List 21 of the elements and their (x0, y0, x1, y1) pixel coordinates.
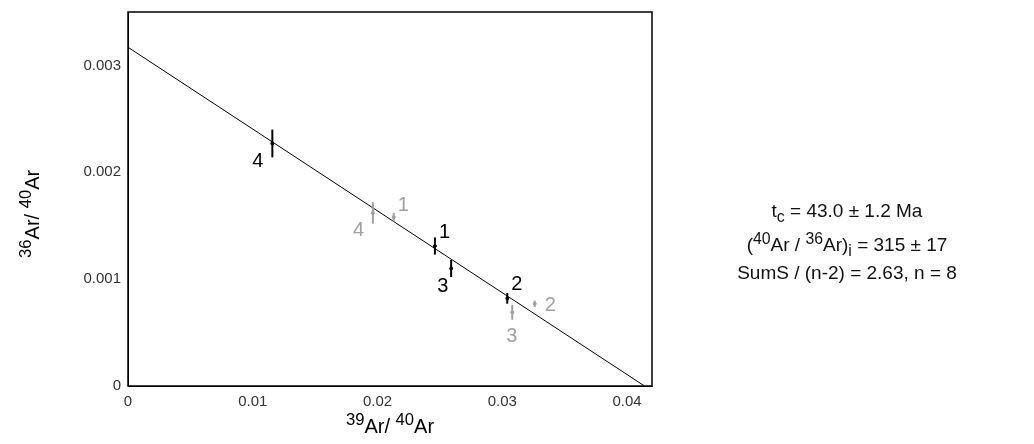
annotation: 2 (544, 293, 556, 316)
text: t$_{c}$ = 43.0 ± 1.2 Ma (770, 200, 924, 227)
annotation: 3 (437, 273, 449, 296)
y-tick-label: 0.002 (83, 162, 121, 180)
annotation: 4 (352, 218, 365, 241)
annotation: 4 (252, 148, 264, 171)
x-tick-label: 0.02 (362, 392, 393, 410)
annotation: 1 (438, 219, 451, 242)
y-tick-label: 0.001 (83, 269, 121, 287)
annotation: 3 (506, 323, 518, 346)
annotation: 2 (511, 271, 523, 294)
x-tick-label: 0 (123, 392, 133, 410)
y-tick-label: 0.003 (83, 55, 121, 73)
x-tick-label: 0.03 (487, 392, 517, 410)
annotation: 1 (397, 192, 409, 215)
x-tick-label: 0.04 (612, 392, 642, 410)
text: ($^{40}$Ar / $^{36}$Ar)$_{i}$ = 315 ± 17 (745, 228, 949, 261)
y-tick-label: 0 (112, 376, 121, 394)
text: SumS / (n-2) = 2.63, n = 8 (736, 261, 958, 284)
x-axis-title: $^{39}$Ar/ $^{40}$Ar (344, 410, 436, 438)
x-tick-label: 0.01 (238, 392, 268, 410)
